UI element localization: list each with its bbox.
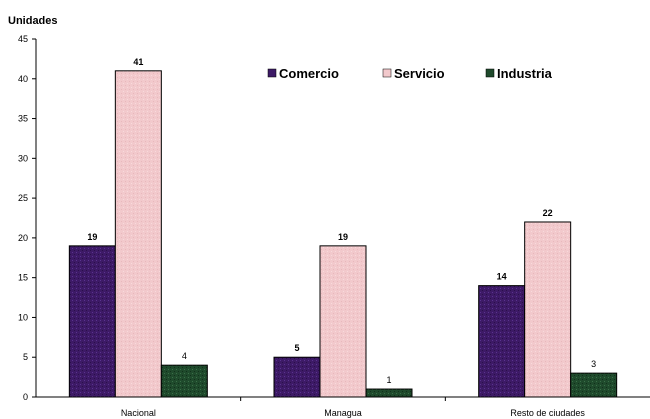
bar-comercio bbox=[478, 285, 526, 398]
bar-industria bbox=[570, 372, 618, 398]
x-category-label: Resto de ciudades bbox=[510, 408, 585, 418]
data-label-comercio: 19 bbox=[87, 232, 97, 242]
data-label-industria: 1 bbox=[386, 375, 391, 385]
data-label-comercio: 14 bbox=[497, 272, 507, 282]
bar-servicio bbox=[319, 245, 367, 398]
data-label-industria: 3 bbox=[591, 359, 596, 369]
y-tick-label: 10 bbox=[18, 312, 28, 322]
bar-industria bbox=[365, 388, 413, 398]
x-category-label: Managua bbox=[324, 408, 362, 418]
data-label-industria: 4 bbox=[182, 351, 187, 361]
y-tick-label: 35 bbox=[18, 114, 28, 124]
legend-label-servicio: Servicio bbox=[394, 66, 445, 81]
y-tick-label: 45 bbox=[18, 34, 28, 44]
y-tick-label: 40 bbox=[18, 74, 28, 84]
y-tick-label: 15 bbox=[18, 273, 28, 283]
bar-industria bbox=[160, 364, 208, 398]
y-tick-label: 5 bbox=[23, 352, 28, 362]
y-tick-label: 25 bbox=[18, 193, 28, 203]
x-category-label: Nacional bbox=[121, 408, 156, 418]
y-axis-label: Unidades bbox=[8, 15, 58, 27]
y-tick-label: 30 bbox=[18, 153, 28, 163]
legend-swatch-servicio bbox=[382, 68, 392, 78]
data-labels: 19 41 4 5 19 1 14 22 3 bbox=[87, 57, 596, 385]
legend-swatch-comercio bbox=[267, 68, 277, 78]
legend-swatch-industria bbox=[485, 68, 495, 78]
y-tick-label: 20 bbox=[18, 233, 28, 243]
bars bbox=[68, 70, 618, 398]
data-label-servicio: 19 bbox=[338, 232, 348, 242]
legend: Comercio Servicio Industria bbox=[267, 66, 553, 81]
data-label-servicio: 41 bbox=[133, 57, 143, 67]
y-tick-label: 0 bbox=[23, 392, 28, 402]
legend-label-industria: Industria bbox=[497, 66, 553, 81]
bar-comercio bbox=[273, 356, 321, 398]
bar-servicio bbox=[524, 221, 572, 398]
data-label-comercio: 5 bbox=[294, 343, 299, 353]
bar-servicio bbox=[114, 70, 162, 398]
bar-comercio bbox=[68, 245, 116, 398]
legend-label-comercio: Comercio bbox=[279, 66, 339, 81]
data-label-servicio: 22 bbox=[543, 208, 553, 218]
